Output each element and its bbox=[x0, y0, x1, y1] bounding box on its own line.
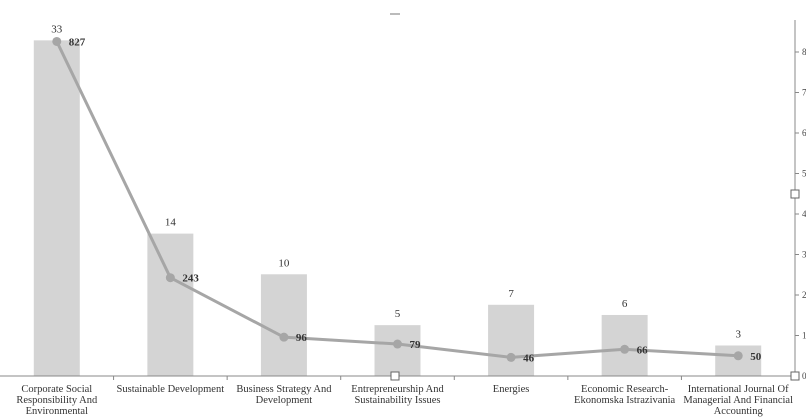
line-value-label: 46 bbox=[523, 352, 535, 364]
x-axis-label: Business Strategy And Development bbox=[236, 384, 332, 406]
line-point bbox=[393, 339, 402, 349]
right-axis-ticks: 8 7 6 5 4 3 2 1 0 bbox=[795, 47, 806, 381]
line-point bbox=[506, 352, 516, 362]
right-axis-tick-label: 3 bbox=[802, 250, 806, 260]
line-point bbox=[165, 273, 175, 283]
line-value-label: 50 bbox=[750, 351, 762, 363]
bar-value-label: 14 bbox=[165, 217, 177, 229]
bar bbox=[260, 274, 307, 376]
line-value-labels: 827 243 96 79 46 66 50 bbox=[69, 36, 762, 364]
line-value-label: 79 bbox=[410, 339, 422, 351]
right-axis-tick-label: 7 bbox=[802, 88, 806, 98]
corner-resize-handle[interactable] bbox=[790, 371, 800, 381]
bar-value-label: 5 bbox=[395, 308, 401, 320]
right-axis-tick-label: 2 bbox=[802, 290, 806, 300]
x-axis-label: Entrepreneurship And Sustainability Issu… bbox=[351, 384, 444, 406]
line-points bbox=[52, 36, 743, 362]
line-value-label: 96 bbox=[296, 332, 308, 344]
bar bbox=[488, 304, 535, 376]
bar-value-labels: 33 14 10 5 7 6 3 bbox=[51, 23, 741, 340]
bar bbox=[33, 40, 80, 376]
bar-value-label: 10 bbox=[278, 257, 290, 269]
line-point bbox=[620, 344, 630, 354]
right-resize-handle[interactable] bbox=[790, 189, 800, 199]
right-axis-tick-label: 4 bbox=[802, 209, 806, 219]
bar bbox=[147, 233, 194, 376]
right-axis-tick-label: 1 bbox=[802, 331, 806, 341]
bar bbox=[374, 325, 421, 376]
bar-series bbox=[33, 40, 762, 376]
bar-value-label: 33 bbox=[51, 23, 63, 35]
line-point bbox=[733, 351, 743, 361]
bar-value-label: 3 bbox=[735, 328, 741, 340]
x-axis-label: Economic Research-Ekonomska Istrazivania bbox=[574, 384, 676, 406]
x-axis-ticks bbox=[113, 376, 682, 380]
line-value-label: 243 bbox=[182, 273, 199, 285]
line-value-label: 827 bbox=[69, 36, 86, 48]
right-axis-tick-label: 5 bbox=[802, 169, 806, 179]
line-point bbox=[279, 332, 289, 342]
x-axis-label: International Journal Of Managerial And … bbox=[683, 384, 794, 417]
x-axis-label: Energies bbox=[492, 384, 530, 395]
x-axis-label: Corporate Social Responsibility And Envi… bbox=[16, 384, 98, 417]
bar-value-label: 7 bbox=[508, 288, 514, 300]
bar bbox=[715, 345, 762, 376]
right-axis-tick-label: 8 bbox=[802, 47, 806, 57]
right-axis-tick-label: 0 bbox=[802, 371, 806, 381]
line-point bbox=[52, 36, 62, 46]
x-axis-label: Sustainable Development bbox=[116, 384, 225, 395]
bottom-resize-handle[interactable] bbox=[390, 371, 400, 381]
line-value-label: 66 bbox=[637, 344, 649, 356]
bar-value-label: 6 bbox=[622, 298, 628, 310]
right-axis-tick-label: 6 bbox=[802, 128, 806, 138]
